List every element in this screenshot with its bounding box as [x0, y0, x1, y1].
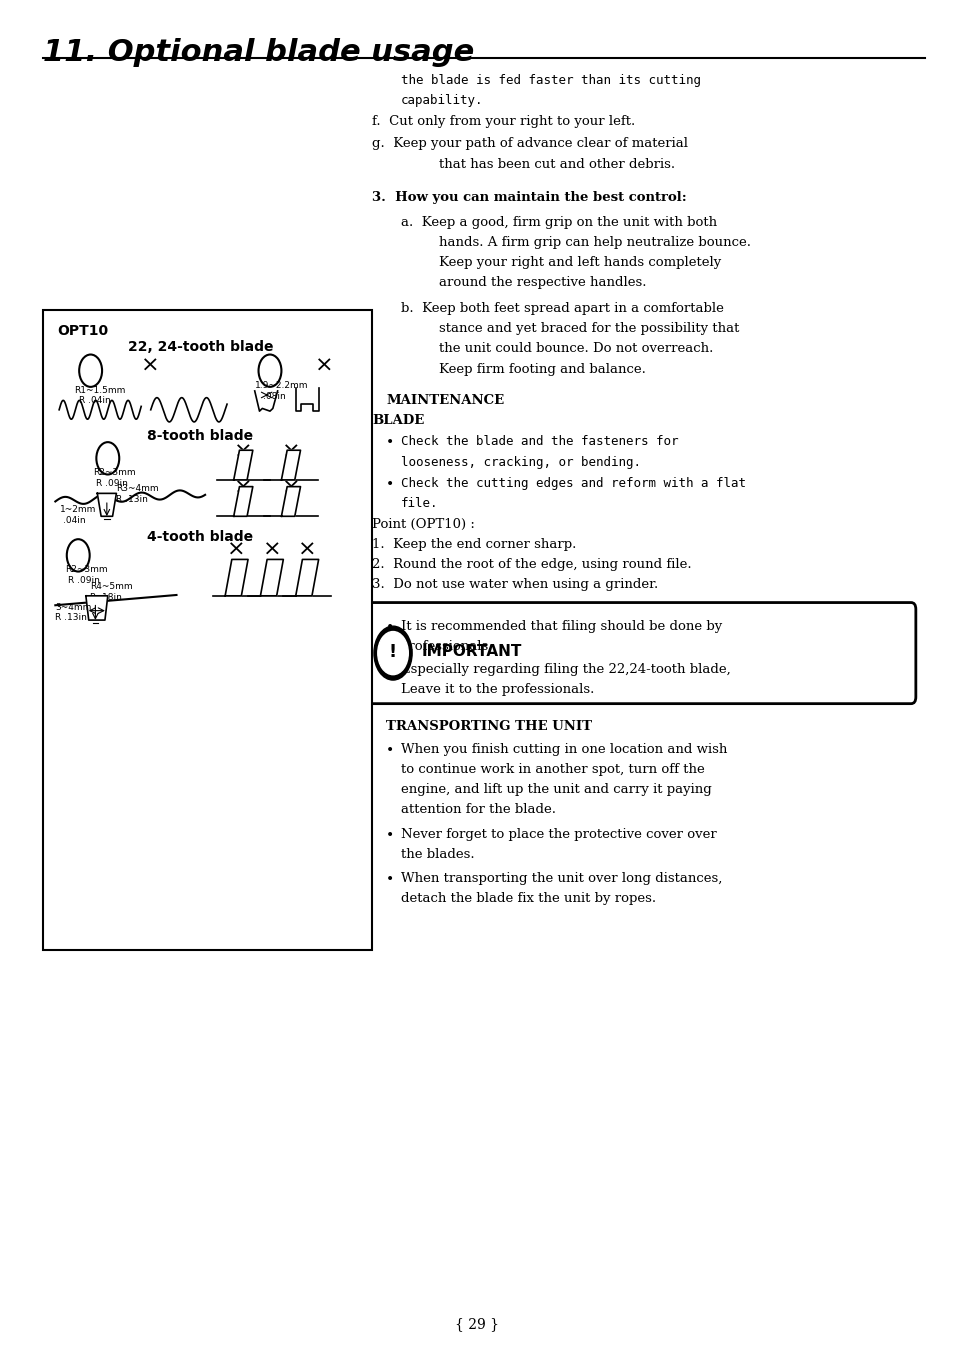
Text: Keep firm footing and balance.: Keep firm footing and balance.: [438, 363, 645, 376]
Text: •: •: [386, 828, 395, 841]
Text: .08in: .08in: [263, 392, 286, 402]
Text: stance and yet braced for the possibility that: stance and yet braced for the possibilit…: [438, 322, 739, 336]
Text: ×: ×: [227, 541, 246, 559]
Polygon shape: [281, 450, 300, 480]
Text: R .18in: R .18in: [90, 593, 121, 603]
Text: Leave it to the professionals.: Leave it to the professionals.: [400, 683, 594, 697]
Text: hands. A firm grip can help neutralize bounce.: hands. A firm grip can help neutralize b…: [438, 236, 750, 249]
Text: 2.  Round the root of the edge, using round file.: 2. Round the root of the edge, using rou…: [372, 558, 691, 572]
Polygon shape: [225, 559, 248, 596]
Text: IMPORTANT: IMPORTANT: [421, 644, 521, 659]
Text: ×: ×: [297, 541, 316, 559]
Text: R2~3mm: R2~3mm: [93, 468, 136, 477]
Text: R3~4mm: R3~4mm: [116, 484, 159, 493]
Text: R .13in: R .13in: [116, 495, 148, 504]
Text: professionals.: professionals.: [400, 640, 493, 654]
Text: BLADE: BLADE: [372, 414, 424, 427]
Text: Keep your right and left hands completely: Keep your right and left hands completel…: [438, 256, 720, 270]
Text: 3.  How you can maintain the best control:: 3. How you can maintain the best control…: [372, 191, 686, 205]
Text: the blade is fed faster than its cutting: the blade is fed faster than its cutting: [400, 74, 700, 88]
Text: 8-tooth blade: 8-tooth blade: [147, 429, 253, 442]
Text: R4~5mm: R4~5mm: [90, 582, 132, 592]
Text: R .09in: R .09in: [68, 576, 99, 585]
Polygon shape: [260, 559, 283, 596]
Text: f.  Cut only from your right to your left.: f. Cut only from your right to your left…: [372, 115, 635, 128]
Text: 22, 24-tooth blade: 22, 24-tooth blade: [128, 340, 273, 353]
Text: b.  Keep both feet spread apart in a comfortable: b. Keep both feet spread apart in a comf…: [400, 302, 722, 315]
Text: capability.: capability.: [400, 94, 482, 108]
Text: !: !: [389, 643, 396, 661]
Text: R2~3mm: R2~3mm: [65, 565, 108, 574]
Text: R1~1.5mm: R1~1.5mm: [74, 386, 126, 395]
Circle shape: [377, 631, 408, 674]
Text: •: •: [386, 620, 395, 634]
Text: ×: ×: [233, 442, 253, 461]
Text: Check the cutting edges and reform with a flat: Check the cutting edges and reform with …: [400, 477, 745, 491]
Bar: [43, 310, 372, 950]
Text: ×: ×: [141, 356, 160, 375]
Text: R .04in: R .04in: [79, 396, 111, 406]
Text: ×: ×: [314, 356, 334, 375]
Text: { 29 }: { 29 }: [455, 1317, 498, 1330]
Text: ×: ×: [281, 442, 300, 461]
Text: MAINTENANCE: MAINTENANCE: [386, 394, 504, 407]
Polygon shape: [233, 450, 253, 480]
Text: •: •: [386, 477, 395, 491]
Text: ×: ×: [233, 479, 253, 497]
Text: Never forget to place the protective cover over: Never forget to place the protective cov…: [400, 828, 716, 841]
Text: 3.  Do not use water when using a grinder.: 3. Do not use water when using a grinder…: [372, 578, 658, 592]
Text: 1.9~2.2mm: 1.9~2.2mm: [254, 381, 308, 391]
Polygon shape: [97, 493, 116, 516]
Polygon shape: [281, 487, 300, 516]
Text: It is recommended that filing should be done by: It is recommended that filing should be …: [400, 620, 721, 634]
Bar: [355, 717, 369, 737]
Text: •: •: [386, 743, 395, 756]
Bar: [355, 391, 369, 411]
Text: ×: ×: [262, 541, 281, 559]
Text: file.: file.: [400, 497, 437, 511]
Text: that has been cut and other debris.: that has been cut and other debris.: [438, 158, 675, 171]
Polygon shape: [233, 487, 253, 516]
Text: engine, and lift up the unit and carry it paying: engine, and lift up the unit and carry i…: [400, 783, 711, 797]
Text: When transporting the unit over long distances,: When transporting the unit over long dis…: [400, 872, 721, 886]
Text: OPT10: OPT10: [57, 324, 109, 337]
Text: Check the blade and the fasteners for: Check the blade and the fasteners for: [400, 435, 678, 449]
Text: Point (OPT10) :: Point (OPT10) :: [372, 518, 475, 531]
Circle shape: [374, 625, 412, 679]
Text: the blades.: the blades.: [400, 848, 474, 861]
Text: .04in: .04in: [63, 516, 86, 526]
Text: detach the blade fix the unit by ropes.: detach the blade fix the unit by ropes.: [400, 892, 655, 906]
Text: •: •: [386, 435, 395, 449]
Polygon shape: [86, 596, 108, 620]
Text: Especially regarding filing the 22,24-tooth blade,: Especially regarding filing the 22,24-to…: [400, 663, 730, 677]
Text: 11. Optional blade usage: 11. Optional blade usage: [43, 38, 474, 67]
Text: 1.  Keep the end corner sharp.: 1. Keep the end corner sharp.: [372, 538, 576, 551]
Text: 4-tooth blade: 4-tooth blade: [147, 530, 253, 543]
Text: R .09in: R .09in: [96, 479, 128, 488]
Text: ×: ×: [281, 479, 300, 497]
Text: •: •: [386, 663, 395, 677]
FancyBboxPatch shape: [367, 603, 915, 704]
Text: 1~2mm: 1~2mm: [60, 506, 96, 515]
Text: 3~4mm: 3~4mm: [55, 603, 91, 612]
Text: the unit could bounce. Do not overreach.: the unit could bounce. Do not overreach.: [438, 342, 713, 356]
Text: to continue work in another spot, turn off the: to continue work in another spot, turn o…: [400, 763, 703, 776]
Text: g.  Keep your path of advance clear of material: g. Keep your path of advance clear of ma…: [372, 137, 687, 151]
Text: When you finish cutting in one location and wish: When you finish cutting in one location …: [400, 743, 726, 756]
Text: TRANSPORTING THE UNIT: TRANSPORTING THE UNIT: [386, 720, 592, 733]
Text: looseness, cracking, or bending.: looseness, cracking, or bending.: [400, 456, 640, 469]
Text: attention for the blade.: attention for the blade.: [400, 803, 555, 817]
Text: R .13in: R .13in: [55, 613, 87, 623]
Text: •: •: [386, 872, 395, 886]
Text: around the respective handles.: around the respective handles.: [438, 276, 646, 290]
Text: a.  Keep a good, firm grip on the unit with both: a. Keep a good, firm grip on the unit wi…: [400, 216, 716, 229]
Polygon shape: [295, 559, 318, 596]
